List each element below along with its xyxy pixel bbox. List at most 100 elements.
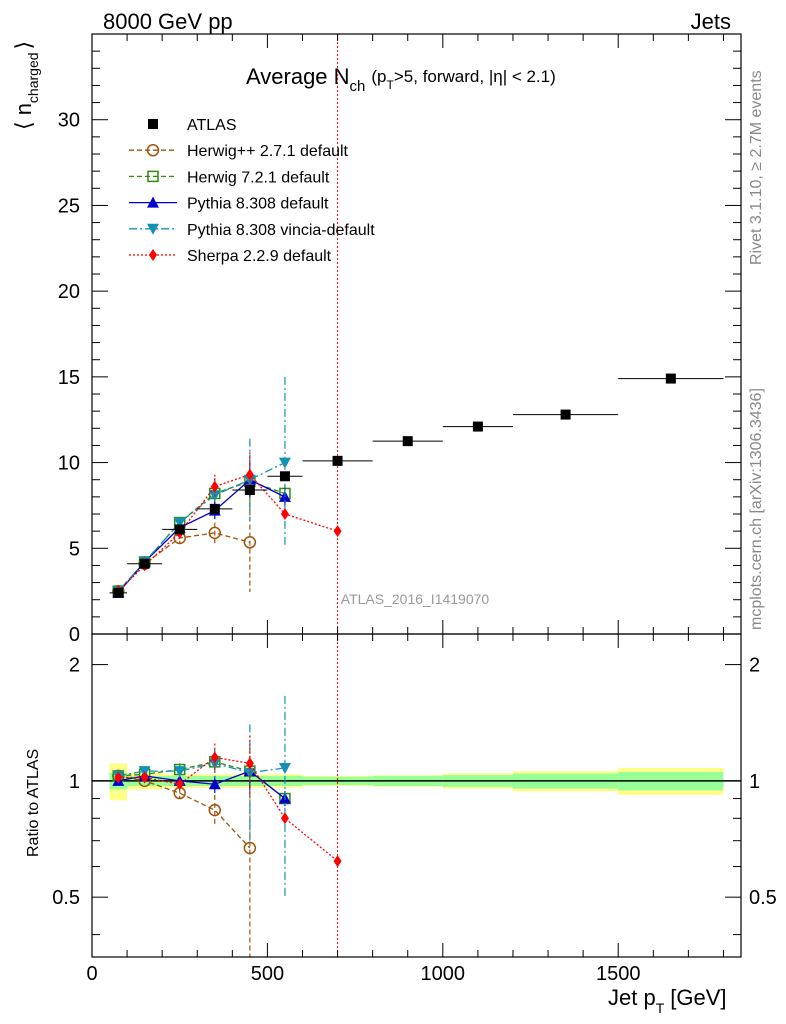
- title-main: Average N: [246, 64, 350, 89]
- line-main-sherpa: [117, 473, 338, 592]
- xtick-label-1000: 1000: [421, 963, 466, 985]
- ratio-panel-frame: [91, 633, 742, 958]
- legend-item-herwig_pp: Herwig++ 2.7.1 default: [129, 143, 349, 160]
- title-cut-b: >5, forward, |η| < 2.1): [394, 67, 556, 86]
- point-ratio-sherpa-5: [280, 812, 289, 825]
- legend-label-herwig7: Herwig 7.2.1 default: [187, 169, 330, 186]
- point-ratio-herwig_pp-4: [243, 841, 257, 855]
- point-ratio-sherpa-6: [333, 855, 342, 868]
- point-main-sherpa-4: [245, 468, 254, 481]
- legend-marker-pythia: [147, 196, 159, 208]
- ytick-label-main-5: 5: [69, 538, 80, 560]
- point-ratio-vincia-2: [173, 766, 186, 778]
- atlas-point-1: [139, 558, 150, 569]
- point-main-vincia-2: [173, 517, 186, 529]
- xtick-label-500: 500: [251, 963, 284, 985]
- xtick-label-1500: 1500: [596, 963, 641, 985]
- legend-label-atlas: ATLAS: [187, 117, 237, 134]
- legend-marker-sherpa: [149, 249, 157, 261]
- legend: ATLAS Herwig++ 2.7.1 default Herwig 7.2.1 …: [129, 117, 375, 265]
- point-ratio-herwig_pp-3: [208, 803, 222, 817]
- point-ratio-sherpa-2: [175, 778, 184, 791]
- point-main-sherpa-3: [210, 480, 219, 493]
- point-main-sherpa-5: [280, 508, 289, 520]
- chart-title: Average Nch (pT>5, forward, |η| < 2.1): [246, 64, 556, 95]
- ytick-label-main-15: 15: [58, 367, 80, 389]
- line-ratio-pythia: [118, 770, 286, 800]
- ytick-label-main-20: 20: [58, 281, 80, 303]
- ylabel-b: ⟩: [11, 41, 36, 50]
- xtick-label-0: 0: [86, 963, 97, 985]
- atlas-point-2: [174, 524, 185, 535]
- legend-marker-herwig7: [147, 170, 159, 183]
- atlas-point-9: [560, 409, 571, 420]
- ytick-label-main-30: 30: [58, 110, 80, 132]
- point-main-sherpa-6: [333, 525, 342, 538]
- ytick-label-main-25: 25: [58, 195, 80, 217]
- legend-item-atlas: ATLAS: [148, 117, 237, 134]
- series-group: [109, 373, 724, 957]
- line-main-pythia: [117, 478, 286, 594]
- line-main-vincia: [117, 461, 286, 592]
- point-ratio-sherpa-1: [140, 771, 149, 784]
- ytick-label-main-0: 0: [69, 624, 80, 646]
- legend-item-sherpa: Sherpa 2.2.9 default: [129, 248, 332, 265]
- ytick-label-ratio-0.5: 0.5: [52, 887, 80, 909]
- legend-marker-vincia: [147, 223, 159, 235]
- point-ratio-pythia-3: [208, 778, 221, 790]
- legend-item-herwig7: Herwig 7.2.1 default: [129, 169, 330, 186]
- title-sub: ch: [350, 78, 366, 95]
- atlas-point-7: [402, 436, 413, 447]
- point-ratio-sherpa-4: [245, 757, 254, 770]
- ytick-label-ratio-right-1: 1: [749, 771, 760, 793]
- atlas-point-0: [113, 587, 124, 598]
- ylabel-sub: charged: [25, 52, 41, 103]
- ytick-label-ratio-2: 2: [69, 655, 80, 677]
- legend-item-vincia: Pythia 8.308 vincia-default: [129, 222, 375, 239]
- analysis-watermark: ATLAS_2016_I1419070: [341, 591, 490, 607]
- title-cut-sub: T: [387, 78, 395, 92]
- point-ratio-sherpa-0: [114, 771, 123, 784]
- mcplots-label: mcplots.cern.ch [arXiv:1306.3436]: [748, 388, 765, 630]
- atlas-point-5: [279, 471, 290, 482]
- series-herwig7: [112, 455, 291, 807]
- header-jets-label: Jets: [691, 9, 731, 34]
- xlabel-b: [GeV]: [670, 985, 726, 1010]
- legend-label-sherpa: Sherpa 2.2.9 default: [187, 248, 332, 265]
- point-ratio-vincia-5: [278, 762, 291, 774]
- legend-marker-herwig_pp: [146, 143, 160, 157]
- ytick-label-ratio-1: 1: [69, 771, 80, 793]
- axis-ticks: 0 500 1000 1500 0 5 10 15 20 25 30 0.5 0.5 1 1 2 2: [52, 34, 777, 985]
- legend-label-vincia: Pythia 8.308 vincia-default: [187, 222, 375, 239]
- title-cut-a: (p: [371, 67, 386, 86]
- point-main-herwig_pp-3: [208, 526, 222, 540]
- legend-item-pythia: Pythia 8.308 default: [129, 196, 329, 213]
- legend-marker-atlas: [148, 119, 158, 129]
- ytick-label-main-10: 10: [58, 453, 80, 475]
- series-vincia: [112, 376, 291, 898]
- ratio-uncertainty-bands: [109, 763, 724, 801]
- point-ratio-sherpa-3: [210, 751, 219, 764]
- legend-label-pythia: Pythia 8.308 default: [187, 196, 329, 213]
- xlabel-sub: T: [656, 1000, 665, 1016]
- axes-frames: [91, 33, 742, 958]
- atlas-point-3: [209, 503, 220, 514]
- atlas-point-8: [472, 421, 483, 432]
- atlas-point-6: [332, 455, 343, 466]
- atlas-point-4: [244, 485, 255, 495]
- series-sherpa: [114, 452, 342, 868]
- rivet-label: Rivet 3.1.10, ≥ 2.7M events: [748, 70, 765, 265]
- point-main-vincia-5: [278, 457, 291, 469]
- xlabel-a: Jet p: [608, 985, 656, 1010]
- point-main-herwig_pp-4: [243, 536, 257, 549]
- header-energy-label: 8000 GeV pp: [103, 9, 233, 34]
- main-ylabel: ⟨ ncharged ⟩: [11, 41, 41, 130]
- ytick-label-ratio-right-0.5: 0.5: [749, 887, 777, 909]
- line-ratio-herwig_pp: [118, 775, 251, 849]
- legend-label-herwig_pp: Herwig++ 2.7.1 default: [187, 143, 349, 160]
- reference-lines: [92, 34, 741, 957]
- ytick-label-ratio-right-2: 2: [749, 655, 760, 677]
- ratio-ylabel: Ratio to ATLAS: [25, 749, 42, 857]
- series-atlas: [109, 373, 724, 598]
